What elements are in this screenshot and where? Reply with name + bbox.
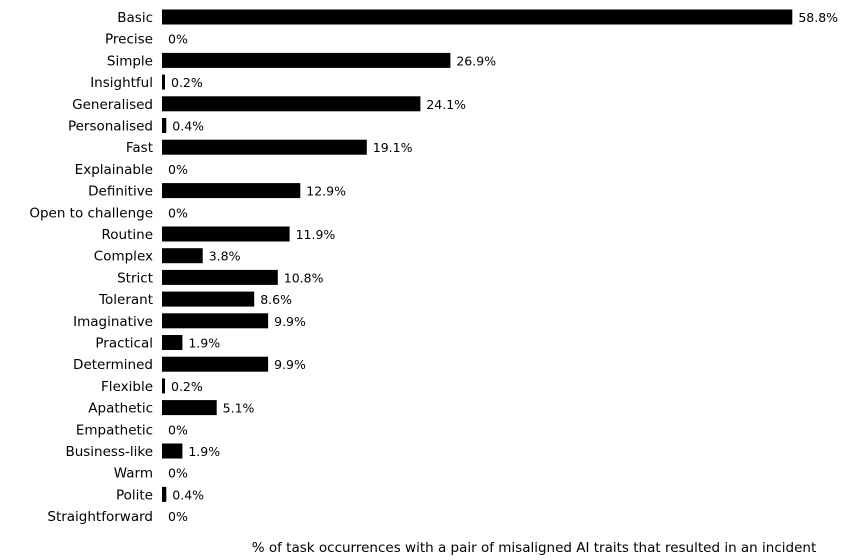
category-label: Complex xyxy=(94,249,153,265)
value-label: 10.8% xyxy=(284,270,324,285)
value-label: 58.8% xyxy=(798,10,838,25)
bar xyxy=(162,118,167,133)
value-label: 8.6% xyxy=(260,292,292,307)
category-labels: Basic Precise Simple Insightful Generalised P… xyxy=(29,10,153,525)
bar xyxy=(162,291,255,307)
bar xyxy=(162,400,217,416)
bar xyxy=(162,269,278,285)
category-label: Polite xyxy=(116,487,153,503)
value-label: 5.1% xyxy=(223,401,255,416)
category-label: Simple xyxy=(107,53,153,69)
category-label: Basic xyxy=(117,10,153,26)
value-label: 0.2% xyxy=(171,75,203,90)
bar xyxy=(162,443,183,459)
bars xyxy=(162,9,793,502)
bar xyxy=(162,313,269,329)
bar xyxy=(162,74,165,90)
value-label: 0% xyxy=(168,162,188,177)
category-label: Insightful xyxy=(90,75,153,91)
bar xyxy=(162,335,183,350)
value-label: 0% xyxy=(168,32,188,47)
bar xyxy=(162,486,167,502)
category-label: Straightforward xyxy=(47,509,153,525)
bar xyxy=(162,356,269,372)
category-label: Open to challenge xyxy=(29,205,153,221)
category-label: Strict xyxy=(117,270,153,286)
category-label: Practical xyxy=(95,336,153,352)
category-label: Business-like xyxy=(65,444,153,460)
bar xyxy=(162,52,451,68)
category-label: Tolerant xyxy=(98,292,153,308)
value-label: 0.2% xyxy=(171,379,203,394)
bar xyxy=(162,183,301,199)
category-label: Imaginative xyxy=(73,314,153,330)
value-label: 19.1% xyxy=(373,140,413,155)
value-label: 0% xyxy=(168,422,188,437)
bar xyxy=(162,226,290,242)
value-label: 0.4% xyxy=(172,119,204,134)
category-label: Definitive xyxy=(88,184,153,200)
category-label: Apathetic xyxy=(88,401,153,417)
bar xyxy=(162,139,367,155)
value-label: 0% xyxy=(168,509,188,524)
bar xyxy=(162,9,793,25)
category-label: Flexible xyxy=(101,379,153,395)
category-label: Explainable xyxy=(75,162,153,178)
bar xyxy=(162,96,421,112)
bar xyxy=(162,378,165,394)
value-label: 0% xyxy=(168,205,188,220)
value-label: 11.9% xyxy=(296,227,336,242)
category-label: Personalised xyxy=(68,119,153,135)
category-label: Warm xyxy=(114,466,153,482)
value-label: 24.1% xyxy=(426,97,466,112)
x-axis-label: % of task occurrences with a pair of mis… xyxy=(252,540,817,556)
value-label: 26.9% xyxy=(456,53,496,68)
category-label: Routine xyxy=(102,227,154,243)
category-label: Precise xyxy=(105,32,153,48)
bar xyxy=(162,248,203,264)
value-label: 0% xyxy=(168,466,188,481)
category-label: Determined xyxy=(73,357,153,373)
value-labels: 58.8%0%26.9%0.2%24.1%0.4%19.1%0%12.9%0%1… xyxy=(168,10,838,524)
value-label: 1.9% xyxy=(188,336,220,351)
value-label: 3.8% xyxy=(209,249,241,264)
category-label: Generalised xyxy=(72,97,153,113)
category-label: Empathetic xyxy=(76,422,153,438)
value-label: 12.9% xyxy=(306,184,346,199)
value-label: 9.9% xyxy=(274,357,306,372)
value-label: 1.9% xyxy=(188,444,220,459)
category-label: Fast xyxy=(126,140,153,156)
value-label: 0.4% xyxy=(172,487,204,502)
value-label: 9.9% xyxy=(274,314,306,329)
